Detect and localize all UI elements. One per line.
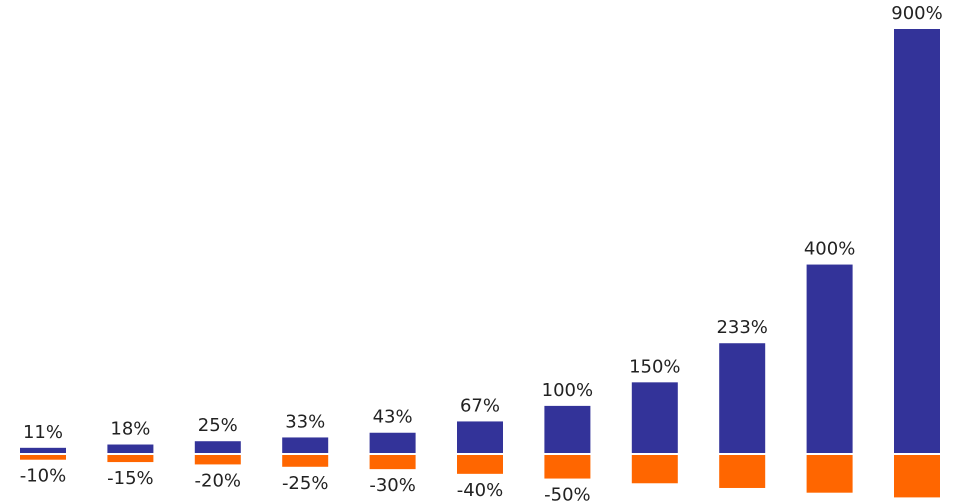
bar-separator <box>194 453 241 455</box>
negative-value-label: -25% <box>282 473 329 494</box>
bar-positive <box>107 444 154 453</box>
bar-separator <box>544 453 591 455</box>
value-labels-group: 11% -10% 18% -15% 25% -20% 33% -25% 43% -30% 67% -4… <box>20 3 943 503</box>
bar-negative <box>894 455 940 498</box>
bar-separator <box>719 453 766 455</box>
bar-negative <box>544 455 591 479</box>
bar-positive <box>894 29 940 453</box>
bar-positive <box>544 405 591 453</box>
bar-separator <box>369 453 416 455</box>
bar-positive <box>806 264 853 453</box>
positive-value-label: 18% <box>110 419 150 440</box>
bar-separator <box>894 453 940 455</box>
negative-value-label: -15% <box>107 468 154 489</box>
bar-negative <box>107 455 154 463</box>
bar-separator <box>20 453 66 455</box>
positive-value-label: 900% <box>891 3 942 24</box>
negative-value-label: -10% <box>20 466 67 487</box>
bar-positive <box>457 421 503 453</box>
bar-separator <box>457 453 503 455</box>
bars-group <box>20 29 940 498</box>
bar-separator <box>806 453 853 455</box>
bar-negative <box>194 455 241 465</box>
positive-value-label: 33% <box>285 411 325 432</box>
positive-value-label: 43% <box>373 407 413 428</box>
bar-negative <box>457 455 503 474</box>
bar-positive <box>631 382 678 453</box>
bar-separator <box>107 453 154 455</box>
positive-value-label: 67% <box>460 395 500 416</box>
bar-negative <box>369 455 416 470</box>
bar-separator <box>282 453 329 455</box>
positive-value-label: 150% <box>629 356 680 377</box>
bar-negative <box>282 455 329 467</box>
bar-negative <box>806 455 853 493</box>
bar-negative <box>719 455 766 488</box>
bar-positive <box>194 441 241 453</box>
bar-positive <box>719 343 766 453</box>
positive-value-label: 100% <box>542 380 593 401</box>
bar-positive <box>282 437 329 453</box>
bar-positive <box>369 432 416 453</box>
negative-value-label: -50% <box>544 485 591 503</box>
negative-value-label: -20% <box>195 470 242 491</box>
positive-value-label: 25% <box>198 415 238 436</box>
bar-negative <box>631 455 678 484</box>
positive-value-label: 233% <box>716 317 767 338</box>
negative-value-label: -30% <box>369 475 416 496</box>
negative-value-label: -40% <box>457 480 504 501</box>
bar-positive <box>20 447 66 453</box>
bar-negative <box>20 455 66 460</box>
bar-separator <box>631 453 678 455</box>
positive-value-label: 11% <box>23 422 63 443</box>
positive-value-label: 400% <box>804 239 855 260</box>
